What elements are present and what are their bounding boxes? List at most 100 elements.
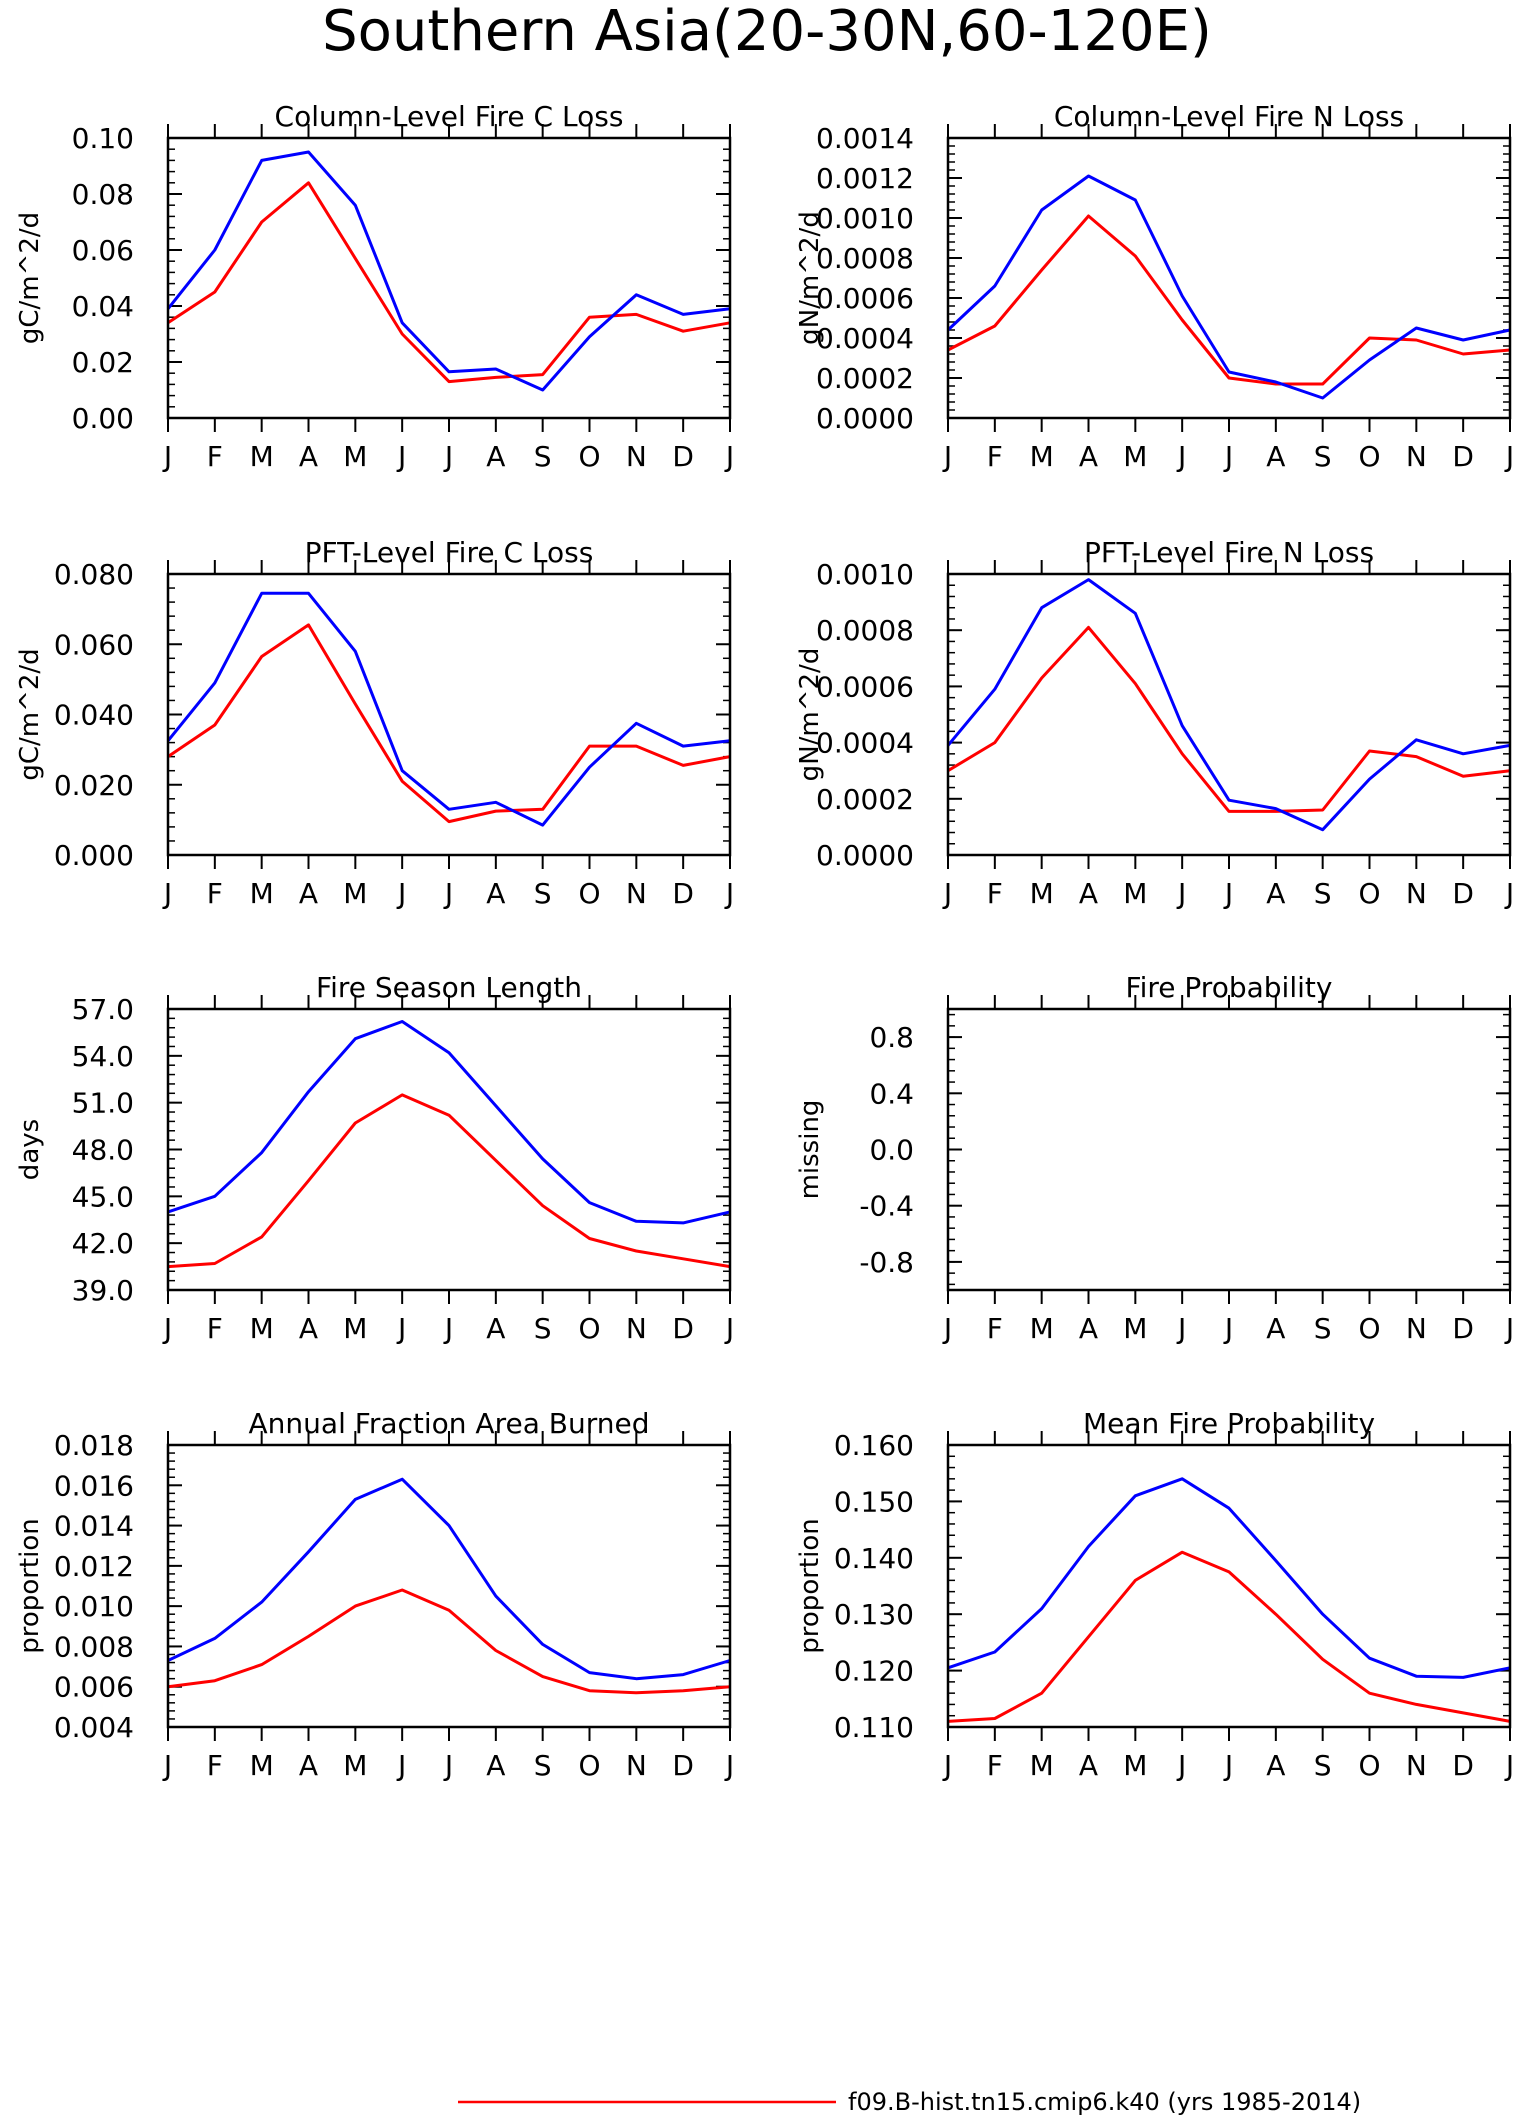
- y-tick-label: 0.004: [54, 1711, 134, 1744]
- x-tick-label: O: [578, 440, 600, 473]
- y-tick-label: 0.0006: [816, 670, 914, 703]
- y-axis-label: gN/m^2/d: [795, 211, 825, 345]
- x-tick-label: F: [207, 1749, 223, 1782]
- plot-frame: [166, 572, 732, 857]
- x-tick-label: A: [1266, 1312, 1285, 1345]
- x-tick-label: J: [443, 1749, 453, 1782]
- x-tick-label: N: [1406, 1312, 1427, 1345]
- x-tick-label: M: [343, 440, 367, 473]
- y-tick-label: 0.0: [869, 1134, 914, 1167]
- x-tick-label: F: [207, 877, 223, 910]
- y-tick-label: 0.018: [54, 1429, 134, 1462]
- x-tick-label: F: [987, 1749, 1003, 1782]
- x-tick-label: O: [1358, 877, 1380, 910]
- y-tick-label: 0.0012: [816, 162, 914, 195]
- series-line-blue: [166, 591, 731, 827]
- x-tick-label: J: [443, 877, 453, 910]
- y-tick-label: 48.0: [72, 1134, 134, 1167]
- y-axis-label: days: [15, 1119, 45, 1180]
- y-tick-label: 0.04: [72, 290, 134, 323]
- chart-panel-5: Fire Season Lengthdays39.042.045.048.051…: [15, 971, 734, 1345]
- series-line-red: [167, 1588, 731, 1695]
- series-line-red: [167, 623, 731, 824]
- x-tick-label: A: [486, 1312, 505, 1345]
- y-tick-label: 0.016: [54, 1469, 134, 1502]
- y-tick-label: 0.150: [834, 1485, 914, 1518]
- y-axis-label: gC/m^2/d: [15, 648, 45, 780]
- x-tick-label: D: [672, 1749, 694, 1782]
- x-tick-label: M: [1123, 1312, 1147, 1345]
- x-tick-label: D: [1452, 1312, 1474, 1345]
- x-tick-label: A: [486, 1749, 505, 1782]
- x-tick-label: D: [1452, 877, 1474, 910]
- plot-frame: [946, 136, 1512, 420]
- y-tick-label: 0.012: [54, 1550, 134, 1583]
- plot-frame: [946, 1007, 1512, 1292]
- x-tick-label: A: [299, 1749, 318, 1782]
- x-tick-label: F: [987, 877, 1003, 910]
- x-tick-label: M: [250, 440, 274, 473]
- x-tick-label: S: [534, 440, 552, 473]
- chart-panel-6: Fire Probabilitymissing-0.8-0.40.00.40.8…: [795, 971, 1514, 1345]
- y-tick-label: 0.006: [54, 1671, 134, 1704]
- x-tick-label: M: [343, 1312, 367, 1345]
- x-tick-label: J: [724, 877, 734, 910]
- y-tick-label: 0.008: [54, 1630, 134, 1663]
- chart-panel-1: Column-Level Fire C LossgC/m^2/d0.000.02…: [15, 100, 734, 473]
- x-tick-label: J: [942, 1749, 952, 1782]
- x-tick-label: D: [672, 1312, 694, 1345]
- x-tick-label: D: [672, 877, 694, 910]
- x-tick-label: J: [1176, 1312, 1186, 1345]
- chart-panel-2: Column-Level Fire N LossgN/m^2/d0.00000.…: [795, 100, 1514, 473]
- panels: Column-Level Fire C LossgC/m^2/d0.000.02…: [15, 100, 1514, 1782]
- x-tick-label: J: [1223, 877, 1233, 910]
- figure-title: Southern Asia(20-30N,60-120E): [322, 0, 1212, 64]
- x-tick-label: J: [1176, 1749, 1186, 1782]
- x-tick-label: J: [1223, 440, 1233, 473]
- x-tick-label: M: [250, 1749, 274, 1782]
- y-tick-label: 0.0000: [816, 402, 914, 435]
- x-tick-label: M: [1123, 877, 1147, 910]
- x-tick-label: A: [486, 877, 505, 910]
- y-tick-label: 0.130: [834, 1598, 914, 1631]
- x-tick-label: N: [626, 1312, 647, 1345]
- x-tick-label: O: [1358, 1749, 1380, 1782]
- y-tick-label: 0.0014: [816, 122, 914, 155]
- x-tick-label: A: [1079, 440, 1098, 473]
- y-tick-label: -0.4: [859, 1190, 914, 1223]
- x-tick-label: J: [162, 1312, 172, 1345]
- x-tick-label: M: [1030, 1312, 1054, 1345]
- x-tick-label: D: [1452, 440, 1474, 473]
- y-tick-label: 0.0010: [816, 202, 914, 235]
- x-tick-label: F: [987, 1312, 1003, 1345]
- x-tick-label: M: [343, 1749, 367, 1782]
- x-tick-label: A: [1079, 1312, 1098, 1345]
- x-tick-label: N: [1406, 1749, 1427, 1782]
- x-tick-label: F: [987, 440, 1003, 473]
- x-tick-label: J: [162, 440, 172, 473]
- x-tick-label: N: [1406, 877, 1427, 910]
- legend-label: f09.B-hist.tn15.cmip6.k40 (yrs 1985-2014…: [848, 2088, 1361, 2116]
- x-tick-label: M: [1030, 440, 1054, 473]
- x-tick-label: A: [299, 440, 318, 473]
- y-tick-label: 0.0004: [816, 322, 914, 355]
- x-tick-label: J: [1176, 877, 1186, 910]
- y-tick-label: 0.160: [834, 1429, 914, 1462]
- plot-frame: [166, 136, 732, 420]
- x-tick-label: J: [1504, 1312, 1514, 1345]
- series-line-blue: [167, 1020, 731, 1225]
- y-tick-label: 0.120: [834, 1655, 914, 1688]
- y-tick-label: 0.020: [54, 769, 134, 802]
- series-line-red: [167, 181, 731, 384]
- series-line-red: [947, 625, 1511, 813]
- y-tick-label: 0.08: [72, 178, 134, 211]
- y-tick-label: 45.0: [72, 1180, 134, 1213]
- plot-frame: [166, 1007, 732, 1292]
- chart-panel-4: PFT-Level Fire N LossgN/m^2/d0.00000.000…: [795, 536, 1514, 910]
- series-line-red: [947, 1550, 1511, 1723]
- series-line-blue: [167, 1477, 731, 1681]
- x-tick-label: S: [1314, 877, 1332, 910]
- y-tick-label: 0.140: [834, 1542, 914, 1575]
- y-tick-label: 0.000: [54, 839, 134, 872]
- x-tick-label: M: [1030, 1749, 1054, 1782]
